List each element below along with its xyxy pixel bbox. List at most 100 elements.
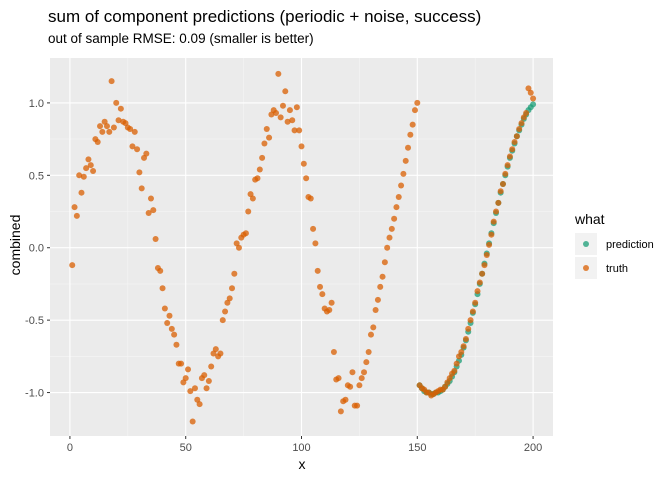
truth-point bbox=[291, 127, 298, 134]
truth-point bbox=[523, 110, 530, 117]
truth-point bbox=[349, 369, 356, 376]
truth-point bbox=[182, 375, 189, 382]
legend-label-prediction: prediction bbox=[606, 239, 654, 251]
truth-point bbox=[129, 143, 136, 150]
truth-point bbox=[245, 208, 252, 215]
truth-point bbox=[219, 317, 226, 324]
truth-point bbox=[330, 349, 337, 355]
truth-point bbox=[117, 105, 124, 112]
truth-point bbox=[185, 366, 192, 373]
truth-point bbox=[296, 127, 303, 134]
truth-point bbox=[337, 408, 344, 415]
truth-point bbox=[157, 267, 164, 274]
truth-point bbox=[166, 312, 173, 319]
truth-point bbox=[266, 134, 273, 141]
truth-point bbox=[168, 325, 175, 332]
legend-key-prediction bbox=[583, 241, 589, 247]
truth-point bbox=[293, 104, 300, 111]
truth-point bbox=[275, 70, 282, 77]
truth-point bbox=[474, 288, 481, 295]
truth-point bbox=[453, 360, 460, 367]
truth-point bbox=[150, 207, 157, 214]
truth-point bbox=[138, 185, 145, 192]
truth-point bbox=[374, 296, 381, 303]
truth-point bbox=[518, 120, 525, 127]
truth-point bbox=[115, 117, 122, 124]
truth-point bbox=[289, 117, 296, 124]
truth-point bbox=[405, 144, 412, 151]
truth-point bbox=[189, 418, 196, 425]
y-axis: -1.0 -0.5 0.0 0.5 1.0 bbox=[25, 98, 50, 400]
truth-point bbox=[143, 150, 150, 157]
truth-point bbox=[476, 279, 483, 286]
major-gridlines bbox=[50, 58, 553, 436]
truth-point bbox=[256, 166, 263, 173]
truth-point bbox=[108, 78, 115, 85]
truth-point bbox=[377, 283, 384, 290]
truth-point bbox=[235, 244, 242, 251]
truth-point bbox=[451, 367, 458, 374]
truth-point bbox=[314, 267, 321, 274]
truth-point bbox=[76, 172, 83, 179]
truth-point bbox=[472, 299, 479, 306]
truth-point bbox=[361, 369, 368, 376]
truth-point bbox=[365, 349, 372, 355]
truth-point bbox=[242, 230, 249, 237]
truth-point bbox=[504, 162, 511, 169]
truth-point bbox=[78, 189, 85, 196]
truth-point bbox=[134, 146, 141, 153]
truth-point bbox=[131, 128, 138, 135]
truth-point bbox=[136, 169, 143, 176]
truth-point bbox=[347, 383, 354, 390]
truth-point bbox=[481, 262, 488, 269]
truth-point bbox=[152, 236, 159, 243]
truth-point bbox=[495, 199, 502, 206]
truth-point bbox=[400, 170, 407, 177]
y-tick-label: -0.5 bbox=[25, 315, 44, 327]
truth-point bbox=[203, 385, 210, 392]
truth-point bbox=[161, 305, 168, 312]
x-axis-title: x bbox=[299, 456, 306, 472]
truth-point bbox=[298, 143, 305, 150]
truth-point bbox=[462, 335, 469, 342]
truth-point bbox=[159, 285, 166, 292]
truth-point bbox=[363, 359, 370, 366]
truth-point bbox=[513, 133, 520, 140]
truth-point bbox=[231, 270, 238, 277]
truth-point bbox=[509, 146, 516, 153]
truth-point bbox=[488, 231, 495, 238]
truth-point bbox=[87, 162, 94, 169]
truth-point bbox=[173, 341, 180, 348]
truth-point bbox=[407, 131, 414, 138]
truth-point bbox=[147, 195, 154, 202]
truth-point bbox=[261, 140, 268, 147]
truth-point bbox=[273, 110, 280, 117]
x-tick-label: 100 bbox=[292, 442, 310, 454]
truth-point bbox=[388, 225, 395, 232]
truth-point bbox=[511, 139, 518, 145]
truth-point bbox=[85, 156, 92, 163]
truth-point bbox=[499, 181, 506, 187]
truth-point bbox=[486, 241, 493, 248]
truth-point bbox=[483, 251, 490, 258]
truth-point bbox=[106, 128, 113, 135]
truth-point bbox=[317, 283, 324, 290]
truth-point bbox=[277, 114, 284, 121]
legend-key-truth bbox=[583, 265, 589, 271]
truth-point bbox=[263, 125, 270, 132]
truth-point bbox=[286, 107, 293, 114]
truth-point bbox=[73, 212, 80, 219]
truth-point bbox=[326, 307, 333, 313]
legend-label-truth: truth bbox=[606, 263, 628, 275]
x-tick-label: 0 bbox=[67, 442, 73, 454]
truth-point bbox=[342, 396, 349, 403]
y-tick-label: -1.0 bbox=[25, 388, 44, 400]
data-points bbox=[69, 70, 537, 425]
truth-point bbox=[113, 99, 120, 106]
truth-point bbox=[284, 118, 291, 125]
prediction-point bbox=[530, 101, 537, 108]
truth-point bbox=[164, 320, 171, 327]
x-tick-label: 200 bbox=[524, 442, 542, 454]
x-axis: 0 50 100 150 200 bbox=[67, 436, 542, 454]
chart-title: sum of component predictions (periodic +… bbox=[48, 7, 481, 26]
